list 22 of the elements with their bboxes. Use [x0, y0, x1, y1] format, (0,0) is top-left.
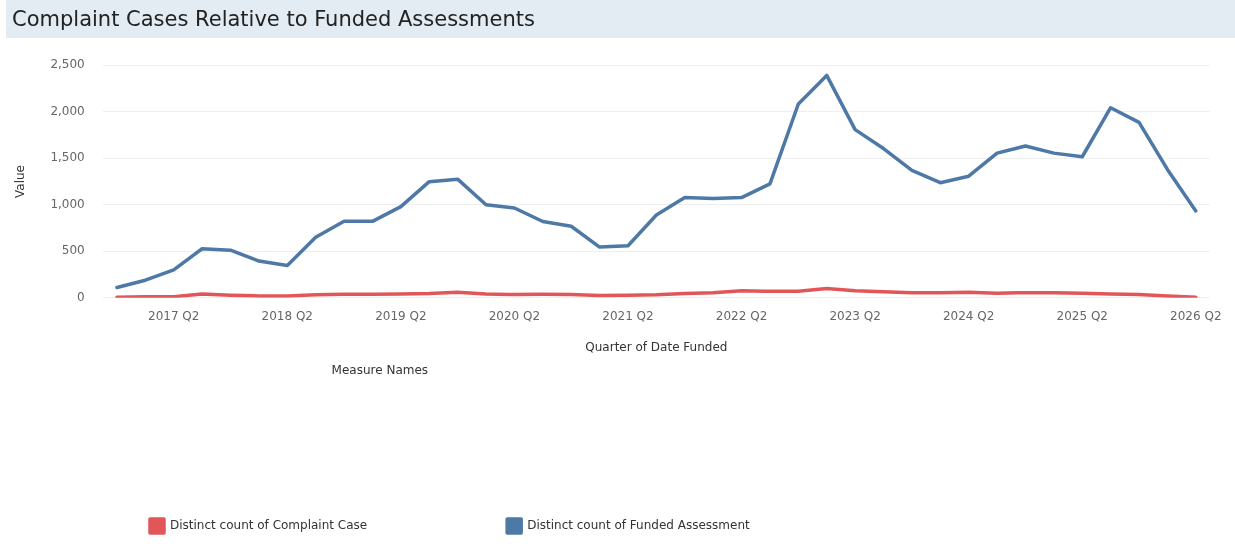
x-tick-label: 2018 Q2: [261, 309, 314, 324]
x-axis-title: Quarter of Date Funded: [585, 339, 728, 354]
y-tick-label: 2,500: [50, 57, 85, 72]
x-tick-label: 2024 Q2: [942, 309, 995, 324]
y-tick-label: 2,000: [50, 103, 85, 118]
y-tick-label: 1,000: [50, 196, 85, 211]
x-tick-label: 2026 Q2: [1170, 309, 1222, 324]
x-tick-label: 2021 Q2: [602, 309, 654, 324]
chart-title: Complaint Cases Relative to Funded Assessments: [6, 0, 1235, 38]
y-axis-title: Value: [13, 165, 28, 198]
x-tick-label: 2023 Q2: [829, 309, 881, 324]
legend-title: Measure Names: [331, 362, 429, 377]
x-tick-label: 2017 Q2: [148, 309, 200, 324]
y-tick-label: 1,500: [50, 150, 85, 165]
legend-label: Distinct count of Funded Assessment: [527, 518, 750, 533]
x-tick-label: 2020 Q2: [488, 309, 541, 324]
x-tick-label: 2019 Q2: [375, 309, 427, 324]
y-tick-label: 500: [61, 243, 85, 258]
x-tick-label: 2025 Q2: [1056, 309, 1108, 324]
legend-label: Distinct count of Complaint Case: [170, 518, 368, 533]
y-tick-label: 0: [77, 289, 85, 304]
x-tick-label: 2022 Q2: [715, 309, 768, 324]
